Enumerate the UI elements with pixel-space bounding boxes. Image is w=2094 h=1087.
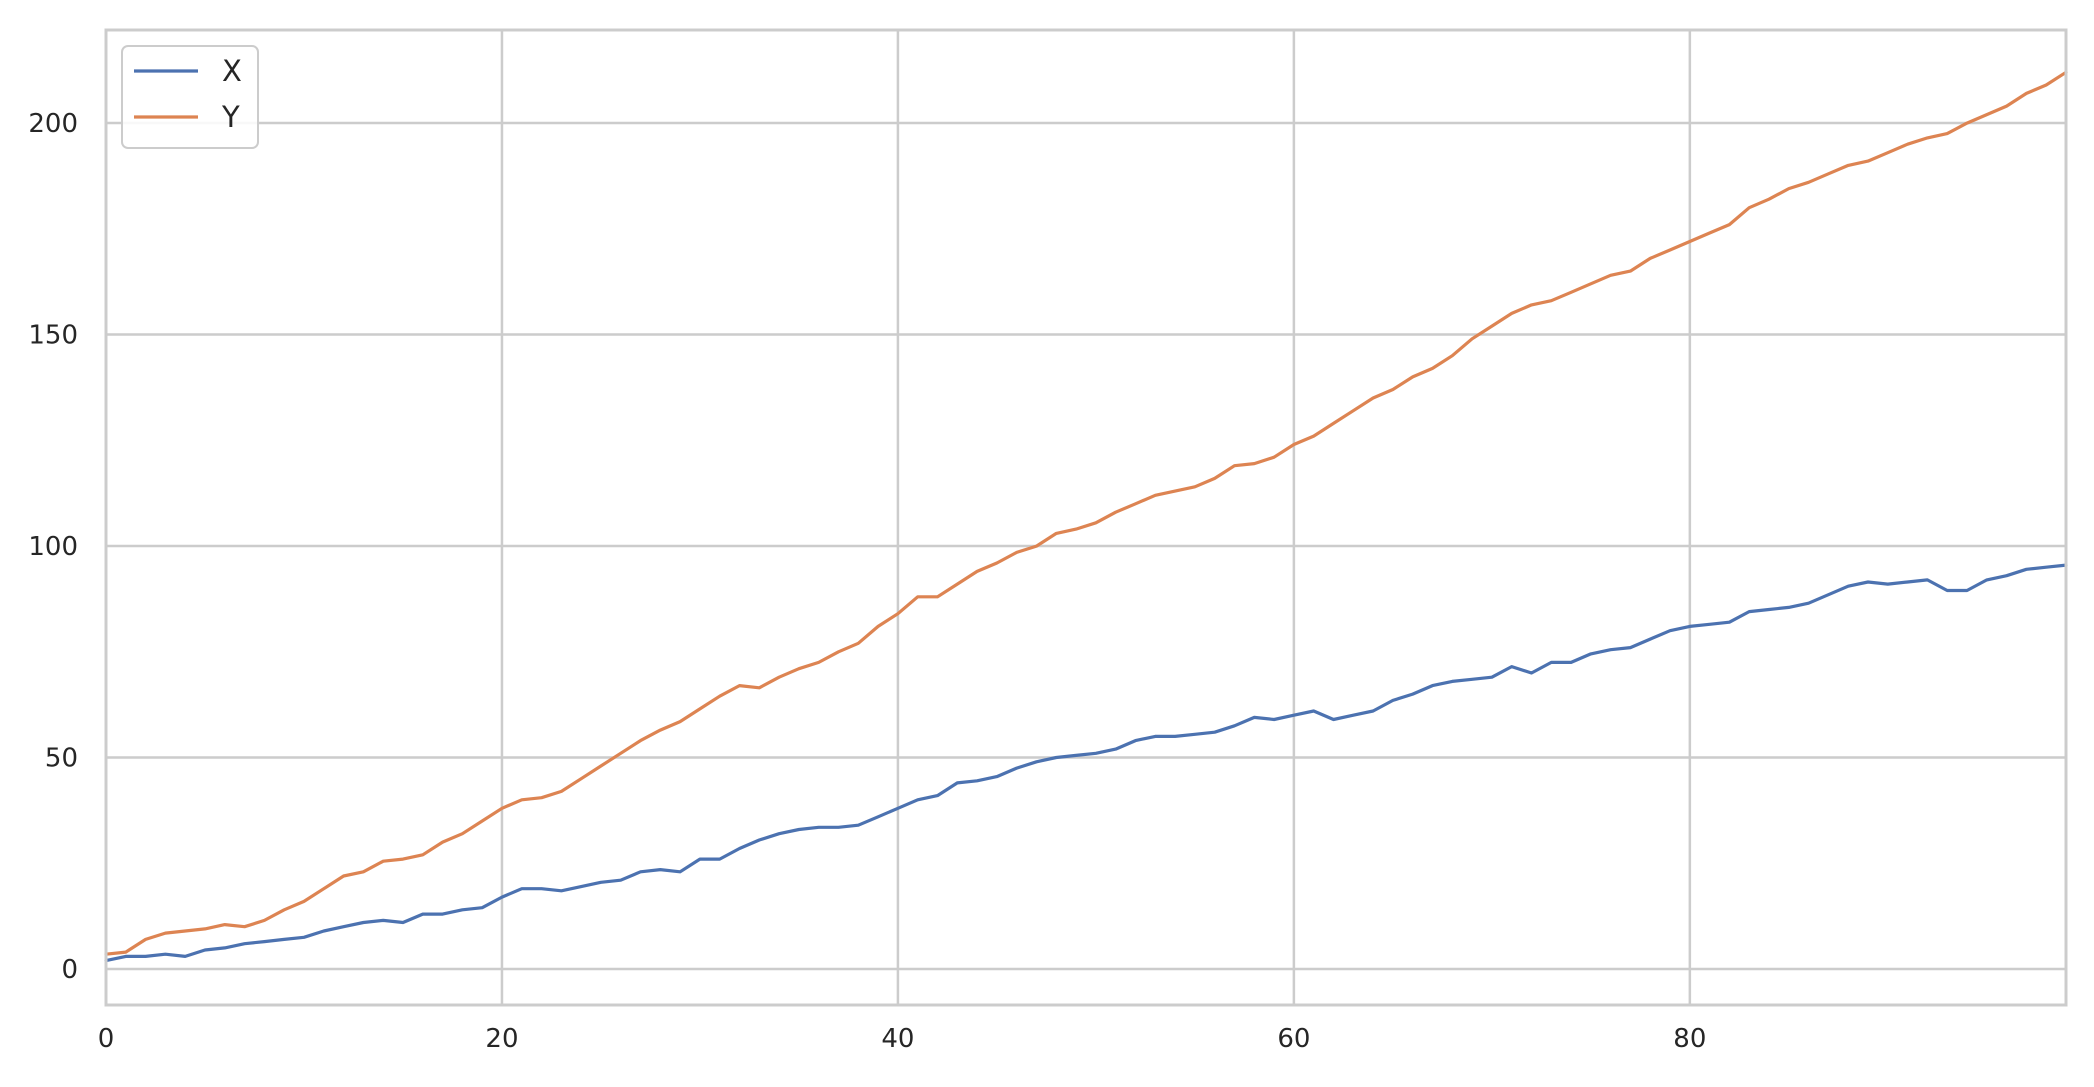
legend: XY [121, 45, 259, 149]
x-tick-label: 80 [1673, 1024, 1706, 1054]
legend-label-y: Y [221, 100, 240, 134]
x-tick-label: 0 [98, 1024, 115, 1054]
series-line-y [104, 70, 2068, 956]
legend-label-x: X [222, 54, 242, 88]
grid [104, 30, 2066, 1005]
y-tick-label: 100 [28, 532, 78, 562]
tick-labels: 0 20 40 60 80 0 50 100 150 200 [28, 109, 1706, 1054]
x-tick-label: 40 [881, 1024, 914, 1054]
y-tick-label: 0 [61, 955, 78, 985]
x-tick-label: 20 [485, 1024, 518, 1054]
series-lines [104, 70, 2068, 963]
y-tick-label: 50 [45, 744, 78, 774]
plot-frame [104, 28, 2068, 1007]
x-tick-label: 60 [1277, 1024, 1310, 1054]
y-tick-label: 200 [28, 109, 78, 139]
series-line-x [104, 563, 2068, 963]
y-tick-label: 150 [28, 321, 78, 351]
